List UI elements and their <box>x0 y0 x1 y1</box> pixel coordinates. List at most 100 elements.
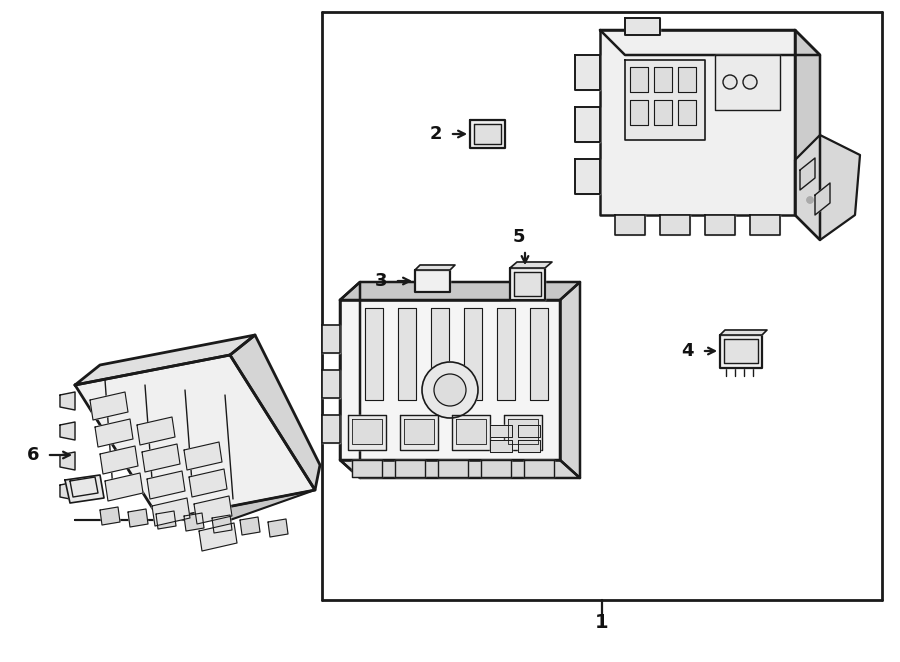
Circle shape <box>807 197 813 203</box>
Circle shape <box>743 75 757 89</box>
Polygon shape <box>65 475 104 503</box>
Polygon shape <box>678 67 696 92</box>
Polygon shape <box>497 308 515 400</box>
Circle shape <box>434 374 466 406</box>
Polygon shape <box>431 308 449 400</box>
Polygon shape <box>795 30 820 240</box>
Polygon shape <box>524 460 554 477</box>
Polygon shape <box>156 511 176 529</box>
Polygon shape <box>212 515 232 533</box>
Polygon shape <box>815 183 830 215</box>
Polygon shape <box>470 120 505 148</box>
Text: 4: 4 <box>681 342 694 360</box>
Polygon shape <box>490 425 512 437</box>
Polygon shape <box>75 335 255 385</box>
Polygon shape <box>600 30 820 55</box>
Polygon shape <box>464 308 482 400</box>
Polygon shape <box>625 60 705 140</box>
Polygon shape <box>415 270 450 292</box>
Polygon shape <box>230 335 320 490</box>
Polygon shape <box>560 282 580 478</box>
Polygon shape <box>398 308 416 400</box>
Polygon shape <box>678 100 696 125</box>
Polygon shape <box>510 262 552 268</box>
Polygon shape <box>474 124 501 144</box>
Polygon shape <box>95 419 133 447</box>
Polygon shape <box>152 498 190 526</box>
Polygon shape <box>518 425 540 437</box>
Polygon shape <box>660 215 690 235</box>
Polygon shape <box>615 215 645 235</box>
Polygon shape <box>322 325 340 353</box>
Polygon shape <box>600 30 795 215</box>
Polygon shape <box>100 507 120 525</box>
Polygon shape <box>60 452 75 470</box>
Polygon shape <box>625 18 660 35</box>
Polygon shape <box>654 67 672 92</box>
Polygon shape <box>340 300 560 460</box>
Polygon shape <box>514 272 541 296</box>
Circle shape <box>807 197 813 203</box>
Polygon shape <box>395 460 425 477</box>
Polygon shape <box>142 444 180 472</box>
Polygon shape <box>630 100 648 125</box>
Polygon shape <box>575 107 600 142</box>
Polygon shape <box>438 460 468 477</box>
Polygon shape <box>75 355 315 520</box>
Polygon shape <box>630 67 648 92</box>
Polygon shape <box>530 308 548 400</box>
Polygon shape <box>715 55 780 110</box>
Polygon shape <box>575 159 600 194</box>
Polygon shape <box>400 415 438 450</box>
Polygon shape <box>322 415 340 443</box>
Text: 1: 1 <box>595 612 608 632</box>
Polygon shape <box>147 471 185 499</box>
Text: 3: 3 <box>374 272 387 290</box>
Polygon shape <box>137 417 175 445</box>
Polygon shape <box>105 473 143 501</box>
Polygon shape <box>189 469 227 497</box>
Polygon shape <box>575 55 600 90</box>
Polygon shape <box>322 370 340 398</box>
Polygon shape <box>340 282 580 300</box>
Polygon shape <box>60 422 75 440</box>
Polygon shape <box>352 419 382 444</box>
Polygon shape <box>510 268 545 300</box>
Polygon shape <box>720 330 767 335</box>
Circle shape <box>723 75 737 89</box>
Polygon shape <box>60 482 75 500</box>
Polygon shape <box>365 308 383 400</box>
Polygon shape <box>404 419 434 444</box>
Polygon shape <box>199 523 237 551</box>
Polygon shape <box>508 419 538 444</box>
Polygon shape <box>352 460 382 477</box>
Polygon shape <box>518 440 540 452</box>
Polygon shape <box>100 446 138 474</box>
Polygon shape <box>720 335 762 368</box>
Polygon shape <box>348 415 386 450</box>
Polygon shape <box>268 519 288 537</box>
Polygon shape <box>128 509 148 527</box>
Polygon shape <box>340 282 360 478</box>
Polygon shape <box>490 440 512 452</box>
Polygon shape <box>481 460 511 477</box>
Text: 5: 5 <box>513 228 526 246</box>
Polygon shape <box>415 265 455 270</box>
Text: 2: 2 <box>429 125 442 143</box>
Polygon shape <box>724 339 758 363</box>
Text: 6: 6 <box>26 446 39 464</box>
Polygon shape <box>75 490 315 520</box>
Polygon shape <box>654 100 672 125</box>
Polygon shape <box>800 158 815 190</box>
Polygon shape <box>705 215 735 235</box>
Polygon shape <box>795 135 860 240</box>
Polygon shape <box>90 392 128 420</box>
Polygon shape <box>456 419 486 444</box>
Polygon shape <box>340 460 580 478</box>
Circle shape <box>422 362 478 418</box>
Polygon shape <box>184 513 204 531</box>
Polygon shape <box>452 415 490 450</box>
Polygon shape <box>60 392 75 410</box>
Polygon shape <box>184 442 222 470</box>
Polygon shape <box>750 215 780 235</box>
